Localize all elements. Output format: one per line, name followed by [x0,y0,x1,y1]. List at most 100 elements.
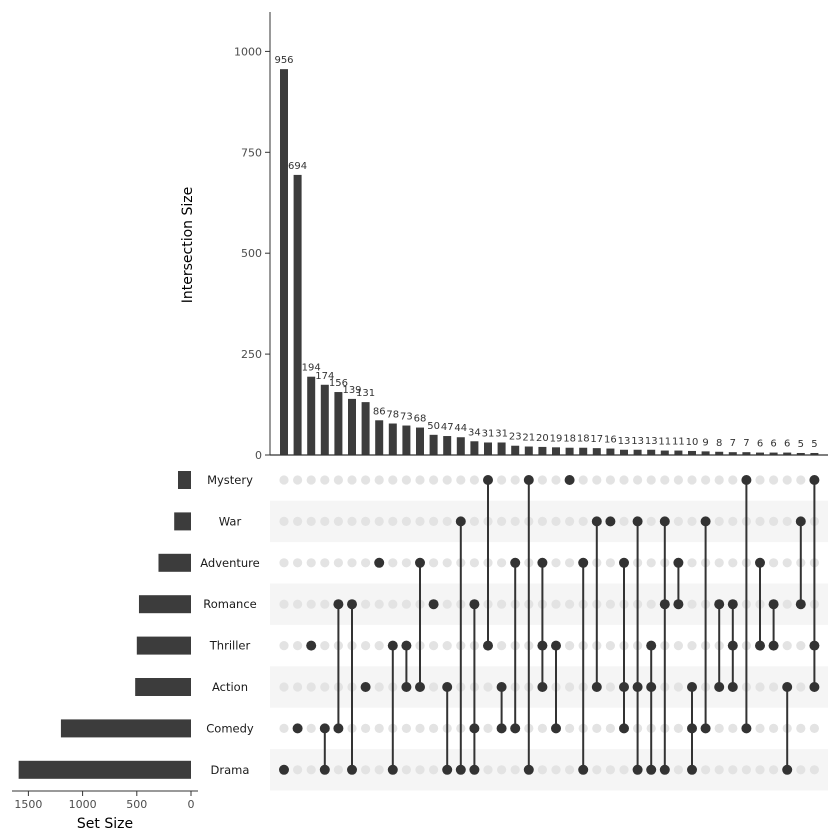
membership-dot-active [333,599,344,610]
membership-dot-inactive [401,516,411,527]
membership-dot-inactive [483,682,493,692]
set-size-bar [158,553,191,572]
membership-dot-inactive [646,475,656,485]
membership-dot-inactive [497,765,507,775]
membership-dot-inactive [687,599,697,609]
set-size-axis: 1500 1000 500 0 [12,790,198,811]
membership-dot-active [782,682,793,692]
intersection-bar [484,442,492,455]
membership-dot-inactive [306,723,316,734]
set-size-bar [174,512,191,531]
membership-dot-inactive [497,641,507,651]
membership-dot-active [714,599,725,610]
membership-dot-inactive [782,475,792,485]
intersection-bar [633,449,642,455]
intersection-bar [524,446,533,455]
intersection-bar [334,392,343,455]
membership-dot-inactive [673,765,684,775]
membership-dot-inactive [442,516,452,527]
membership-dot-inactive [687,558,697,568]
set-label: War [219,514,242,528]
membership-dot-active [469,723,480,734]
intersection-value-label: 6 [757,439,763,450]
membership-dot-inactive [415,516,425,527]
intersection-bar [416,427,424,455]
membership-dot-active [551,723,561,734]
set-label: Action [212,680,248,694]
membership-dot-inactive [347,475,357,485]
membership-dot-active [768,640,779,651]
y-axis-title: Intersection Size [180,187,196,303]
membership-dot-active [687,723,697,734]
membership-dot-active [428,599,439,610]
intersection-bar [796,452,805,455]
membership-dot-inactive [469,475,479,485]
membership-dot-active [768,599,779,610]
membership-dot-inactive [728,558,738,568]
membership-dot-inactive [306,682,316,692]
set-tick-label: 500 [126,798,147,811]
membership-dot-inactive [578,516,588,527]
intersection-value-label: 17 [590,434,603,445]
intersection-value-label: 6 [770,439,776,450]
intersection-value-label: 20 [536,433,549,444]
membership-dot-inactive [796,682,806,692]
intersection-value-label: 10 [686,437,699,448]
membership-dot-active [442,682,453,692]
intersection-value-label: 34 [468,427,481,438]
membership-dot-active [483,640,493,651]
membership-dot-inactive [551,558,561,568]
intersection-value-label: 7 [743,438,749,449]
membership-dot-inactive [279,516,289,527]
membership-dot-active [741,475,752,485]
membership-dot-active [306,640,317,651]
membership-dot-active [619,723,629,734]
membership-dot-inactive [769,723,779,734]
membership-dot-active [727,682,738,692]
membership-dot-active [755,640,765,651]
y-tick-label: 0 [255,449,262,462]
membership-dot-inactive [565,599,575,609]
membership-dot-active [483,475,493,485]
membership-dot-inactive [714,723,724,734]
set-size-bar [136,636,191,655]
membership-dot-inactive [388,516,398,527]
membership-dot-inactive [728,723,738,734]
membership-dot-inactive [809,723,820,734]
membership-dot-inactive [361,765,371,775]
membership-dot-inactive [483,723,493,734]
membership-dot-inactive [333,516,343,527]
membership-dot-active [523,475,534,485]
membership-dot-inactive [401,558,411,568]
membership-dot-inactive [374,765,384,775]
intersection-value-label: 11 [658,437,671,448]
membership-dot-active [619,557,629,568]
intersection-value-label: 18 [563,434,576,445]
membership-dot-inactive [429,558,439,568]
membership-dot-inactive [415,723,425,734]
membership-dot-inactive [483,765,493,775]
intersection-bar [592,448,601,455]
set-tick-label: 1500 [14,798,42,811]
membership-dot-inactive [293,516,303,527]
intersection-value-label: 694 [288,161,307,172]
membership-dot-inactive [646,516,656,527]
intersection-bar [647,449,656,455]
membership-dot-inactive [714,475,724,485]
membership-dot-active [510,723,521,734]
membership-dot-inactive [605,475,616,485]
intersection-bar [660,450,669,455]
membership-dot-inactive [769,475,779,485]
membership-dot-inactive [796,475,806,485]
membership-dot-active [496,723,507,734]
intersection-bar [348,398,356,455]
intersection-value-label: 13 [645,436,658,447]
membership-dot-inactive [361,475,371,485]
intersection-value-label: 13 [618,436,631,447]
membership-dot-active [632,516,643,527]
intersection-bar [429,434,438,455]
membership-dot-inactive [442,641,452,651]
intersection-bar [320,384,329,455]
membership-dot-inactive [565,765,575,775]
intersection-value-label: 8 [716,438,722,449]
